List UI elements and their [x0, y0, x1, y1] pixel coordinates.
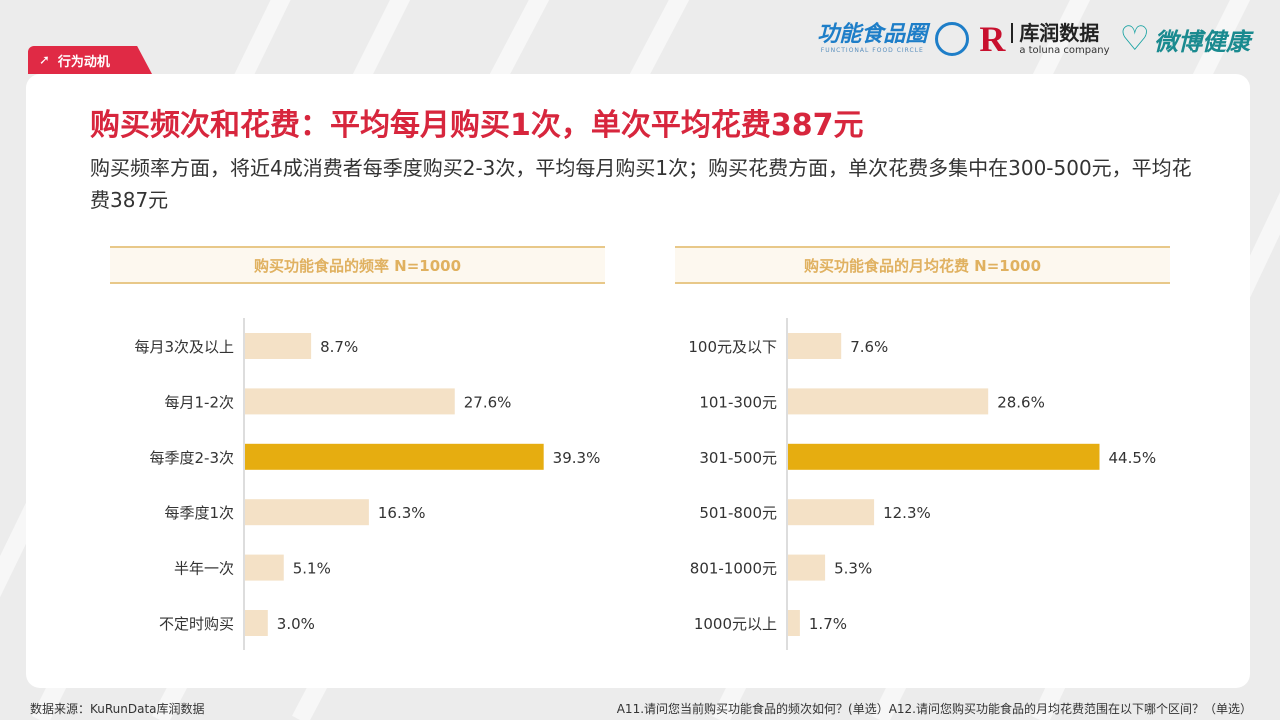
brand1-name: 功能食品圈 [817, 22, 928, 47]
spending-chart-title: 购买功能食品的月均花费 N=1000 [675, 246, 1170, 284]
page-subtitle: 购买频率方面，将近4成消费者每季度购买2-3次，平均每月购买1次；购买花费方面，… [90, 156, 1192, 212]
frequency-bar [245, 443, 544, 470]
frequency-category-label: 每月1-2次 [165, 393, 235, 411]
frequency-bar [245, 388, 455, 415]
section-tag-label: 行为动机 [57, 54, 110, 70]
frequency-bar [245, 554, 284, 581]
heart-plus-icon: ♡ [1119, 19, 1150, 59]
spending-category-label: 501-800元 [699, 504, 777, 522]
frequency-category-label: 不定时购买 [159, 615, 234, 633]
frequency-chart-title: 购买功能食品的频率 N=1000 [110, 246, 605, 284]
spending-value-label: 28.6% [997, 393, 1045, 411]
frequency-bar [245, 610, 268, 636]
spending-bar [788, 554, 826, 581]
spending-value-label: 1.7% [809, 615, 847, 633]
ring-icon [935, 22, 970, 56]
spending-value-label: 44.5% [1109, 449, 1157, 467]
spending-value-label: 12.3% [883, 504, 931, 522]
spending-value-label: 5.3% [834, 560, 872, 578]
frequency-category-label: 每月3次及以上 [134, 338, 234, 356]
frequency-category-label: 每季度2-3次 [150, 449, 235, 467]
arrow-up-right-icon: ➚ [39, 52, 50, 68]
frequency-category-label: 半年一次 [174, 560, 234, 578]
spending-category-label: 801-1000元 [690, 560, 777, 578]
section-tag: ➚ 行为动机 [28, 46, 152, 74]
spending-category-label: 101-300元 [699, 393, 777, 411]
frequency-value-label: 39.3% [553, 449, 601, 467]
frequency-category-label: 每季度1次 [164, 504, 234, 522]
weibo-health-name: 微博健康 [1154, 27, 1250, 56]
kurun-name: 库润数据 [1011, 22, 1109, 43]
kurun-logo: R 库润数据 a toluna company [979, 21, 1109, 57]
spending-bar [788, 499, 875, 526]
page-title: 购买频次和花费：平均每月购买1次，单次平均花费387元 [90, 108, 864, 143]
kurun-sub: a toluna company [1019, 44, 1110, 56]
frequency-value-label: 8.7% [320, 338, 358, 356]
data-source: 数据来源：KuRunData库润数据 [30, 702, 205, 716]
frequency-value-label: 16.3% [378, 504, 426, 522]
frequency-value-label: 5.1% [293, 560, 331, 578]
spending-bar [788, 443, 1100, 470]
weibo-health-logo: ♡ 微博健康 [1120, 22, 1250, 57]
spending-value-label: 7.6% [850, 338, 888, 356]
logo-bar: 功能食品圈 FUNCTIONAL FOOD CIRCLE R 库润数据 a to… [817, 14, 1250, 64]
spending-bar [788, 388, 989, 415]
spending-category-label: 1000元以上 [694, 615, 777, 633]
spending-bar [788, 610, 800, 636]
spending-bar [788, 333, 842, 359]
frequency-bar [245, 499, 369, 526]
frequency-value-label: 27.6% [464, 393, 512, 411]
spending-category-label: 100元及以下 [688, 338, 777, 356]
content-card [26, 74, 1250, 688]
frequency-value-label: 3.0% [277, 615, 315, 633]
functional-food-circle-logo: 功能食品圈 FUNCTIONAL FOOD CIRCLE [817, 24, 927, 54]
brand1-sub: FUNCTIONAL FOOD CIRCLE [820, 47, 924, 54]
frequency-bar [245, 333, 312, 359]
kurun-mark: R [979, 19, 1006, 59]
survey-question: A11.请问您当前购买功能食品的频次如何？(单选）A12.请问您购买功能食品的月… [616, 702, 1252, 716]
spending-category-label: 301-500元 [699, 449, 777, 467]
